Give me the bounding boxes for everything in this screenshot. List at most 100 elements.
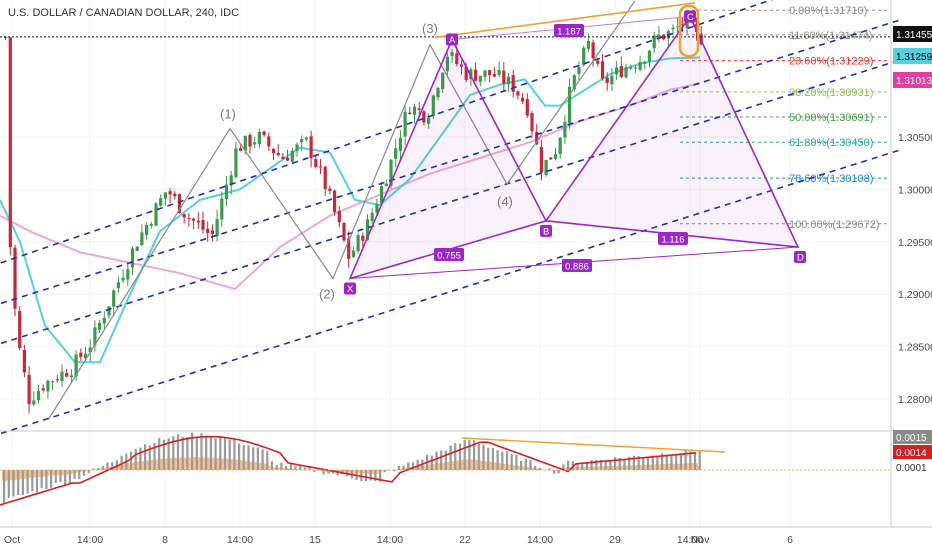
candle-body	[182, 214, 186, 218]
candle-body	[60, 371, 64, 381]
candle-body	[210, 230, 214, 235]
price-badge-label: 1.31259	[896, 52, 932, 63]
candle-body	[13, 247, 17, 309]
macd-histogram-bar	[144, 444, 147, 470]
y-tick-label: 1.30500	[898, 132, 932, 144]
wave-label: (1)	[220, 107, 236, 122]
x-tick-label: 29	[609, 534, 621, 546]
candle-body	[568, 86, 572, 123]
macd-histogram-bar	[618, 457, 621, 470]
macd-histogram-bar	[158, 438, 161, 470]
candle-body	[276, 152, 280, 156]
macd-histogram-bar	[59, 470, 62, 483]
macd-histogram-bar	[637, 455, 640, 470]
macd-histogram-bar	[26, 470, 29, 494]
candle-body	[394, 148, 398, 159]
macd-histogram-bar	[487, 447, 490, 470]
pattern-point-x: X	[344, 282, 356, 295]
macd-histogram-bar	[411, 462, 415, 470]
macd-histogram-bar	[148, 445, 151, 470]
macd-histogram-bar	[397, 465, 400, 470]
candle-body	[539, 146, 543, 173]
macd-histogram-bar	[393, 470, 396, 472]
y-tick-label: 1.29500	[898, 237, 932, 249]
candle-body	[624, 67, 628, 78]
candle-body	[187, 217, 191, 219]
candle-body	[309, 136, 313, 159]
candle-body	[427, 118, 431, 124]
pattern-point-badge	[794, 251, 806, 264]
macd-histogram-bar	[3, 470, 6, 503]
candle-body	[295, 144, 299, 151]
macd-histogram-bar	[458, 443, 462, 470]
candle-body	[633, 67, 637, 69]
candle-body	[370, 212, 374, 222]
ratio-label: 0.755	[437, 251, 461, 262]
macd-divergence-line	[461, 437, 726, 453]
candle-body	[342, 222, 346, 241]
wave-label: (3)	[422, 21, 438, 36]
macd-histogram-bar	[552, 470, 556, 474]
ratio-badge	[658, 232, 688, 245]
candle-body	[600, 61, 605, 79]
macd-histogram-bar	[675, 453, 678, 470]
candle-body	[464, 66, 468, 80]
candle-body	[140, 232, 144, 246]
highlight-ellipse	[678, 4, 700, 58]
pattern-point-label: X	[347, 284, 354, 295]
price-badge: 1.31013	[893, 72, 932, 88]
macd-histogram-bar	[181, 436, 184, 470]
candle-body	[445, 56, 449, 72]
candle-body	[356, 234, 360, 252]
candle-body	[497, 70, 501, 76]
macd-badge: 0.0014	[893, 445, 932, 459]
wave-label: (2)	[319, 286, 335, 301]
macd-histogram-bar	[679, 453, 682, 470]
macd-histogram-bar	[383, 470, 386, 473]
candle-body	[243, 135, 247, 151]
candle-body	[224, 184, 229, 200]
candle-body	[126, 269, 130, 280]
candle-body	[535, 131, 539, 145]
macd-histogram-bar	[17, 470, 20, 496]
candle-body	[469, 69, 473, 79]
macd-histogram-bar	[562, 464, 565, 470]
candle-body	[525, 99, 529, 116]
candle-body	[492, 74, 496, 77]
candle-body	[149, 223, 153, 226]
candle-body	[88, 347, 92, 353]
candle-body	[333, 190, 337, 213]
fib-level-label: 0.00%(1.31710)	[789, 5, 867, 17]
candle-body	[229, 175, 233, 186]
pattern-point-badge	[344, 282, 356, 295]
candle-body	[36, 390, 41, 401]
macd-histogram-bar	[64, 470, 67, 487]
candle-body	[206, 228, 210, 234]
candle-body	[629, 66, 633, 69]
candle-body	[262, 131, 266, 136]
candle-body	[516, 91, 520, 96]
candle-body	[436, 88, 440, 98]
macd-histogram-bar	[364, 470, 368, 482]
candle-body	[662, 34, 666, 40]
candle-body	[112, 290, 116, 307]
macd-histogram-bar	[585, 462, 588, 470]
candle-body	[530, 113, 534, 132]
candle-body	[98, 322, 102, 330]
macd-histogram-bar	[491, 448, 494, 470]
macd-histogram-bar	[92, 468, 95, 470]
macd-histogram-bar	[623, 458, 626, 470]
macd-histogram-bar	[115, 460, 118, 470]
candle-body	[361, 235, 365, 241]
fib-level-label: 78.60%(1.30108)	[789, 173, 873, 185]
macd-histogram-bar	[656, 455, 659, 470]
macd-histogram-bar	[252, 447, 255, 470]
macd-line	[0, 435, 697, 506]
macd-histogram-bar	[571, 461, 574, 470]
candle-body	[18, 310, 22, 349]
macd-histogram-bar	[50, 470, 53, 488]
y-tick-label: 1.28000	[898, 394, 932, 406]
candle-body	[474, 69, 478, 81]
orange-trend-line	[434, 2, 696, 39]
